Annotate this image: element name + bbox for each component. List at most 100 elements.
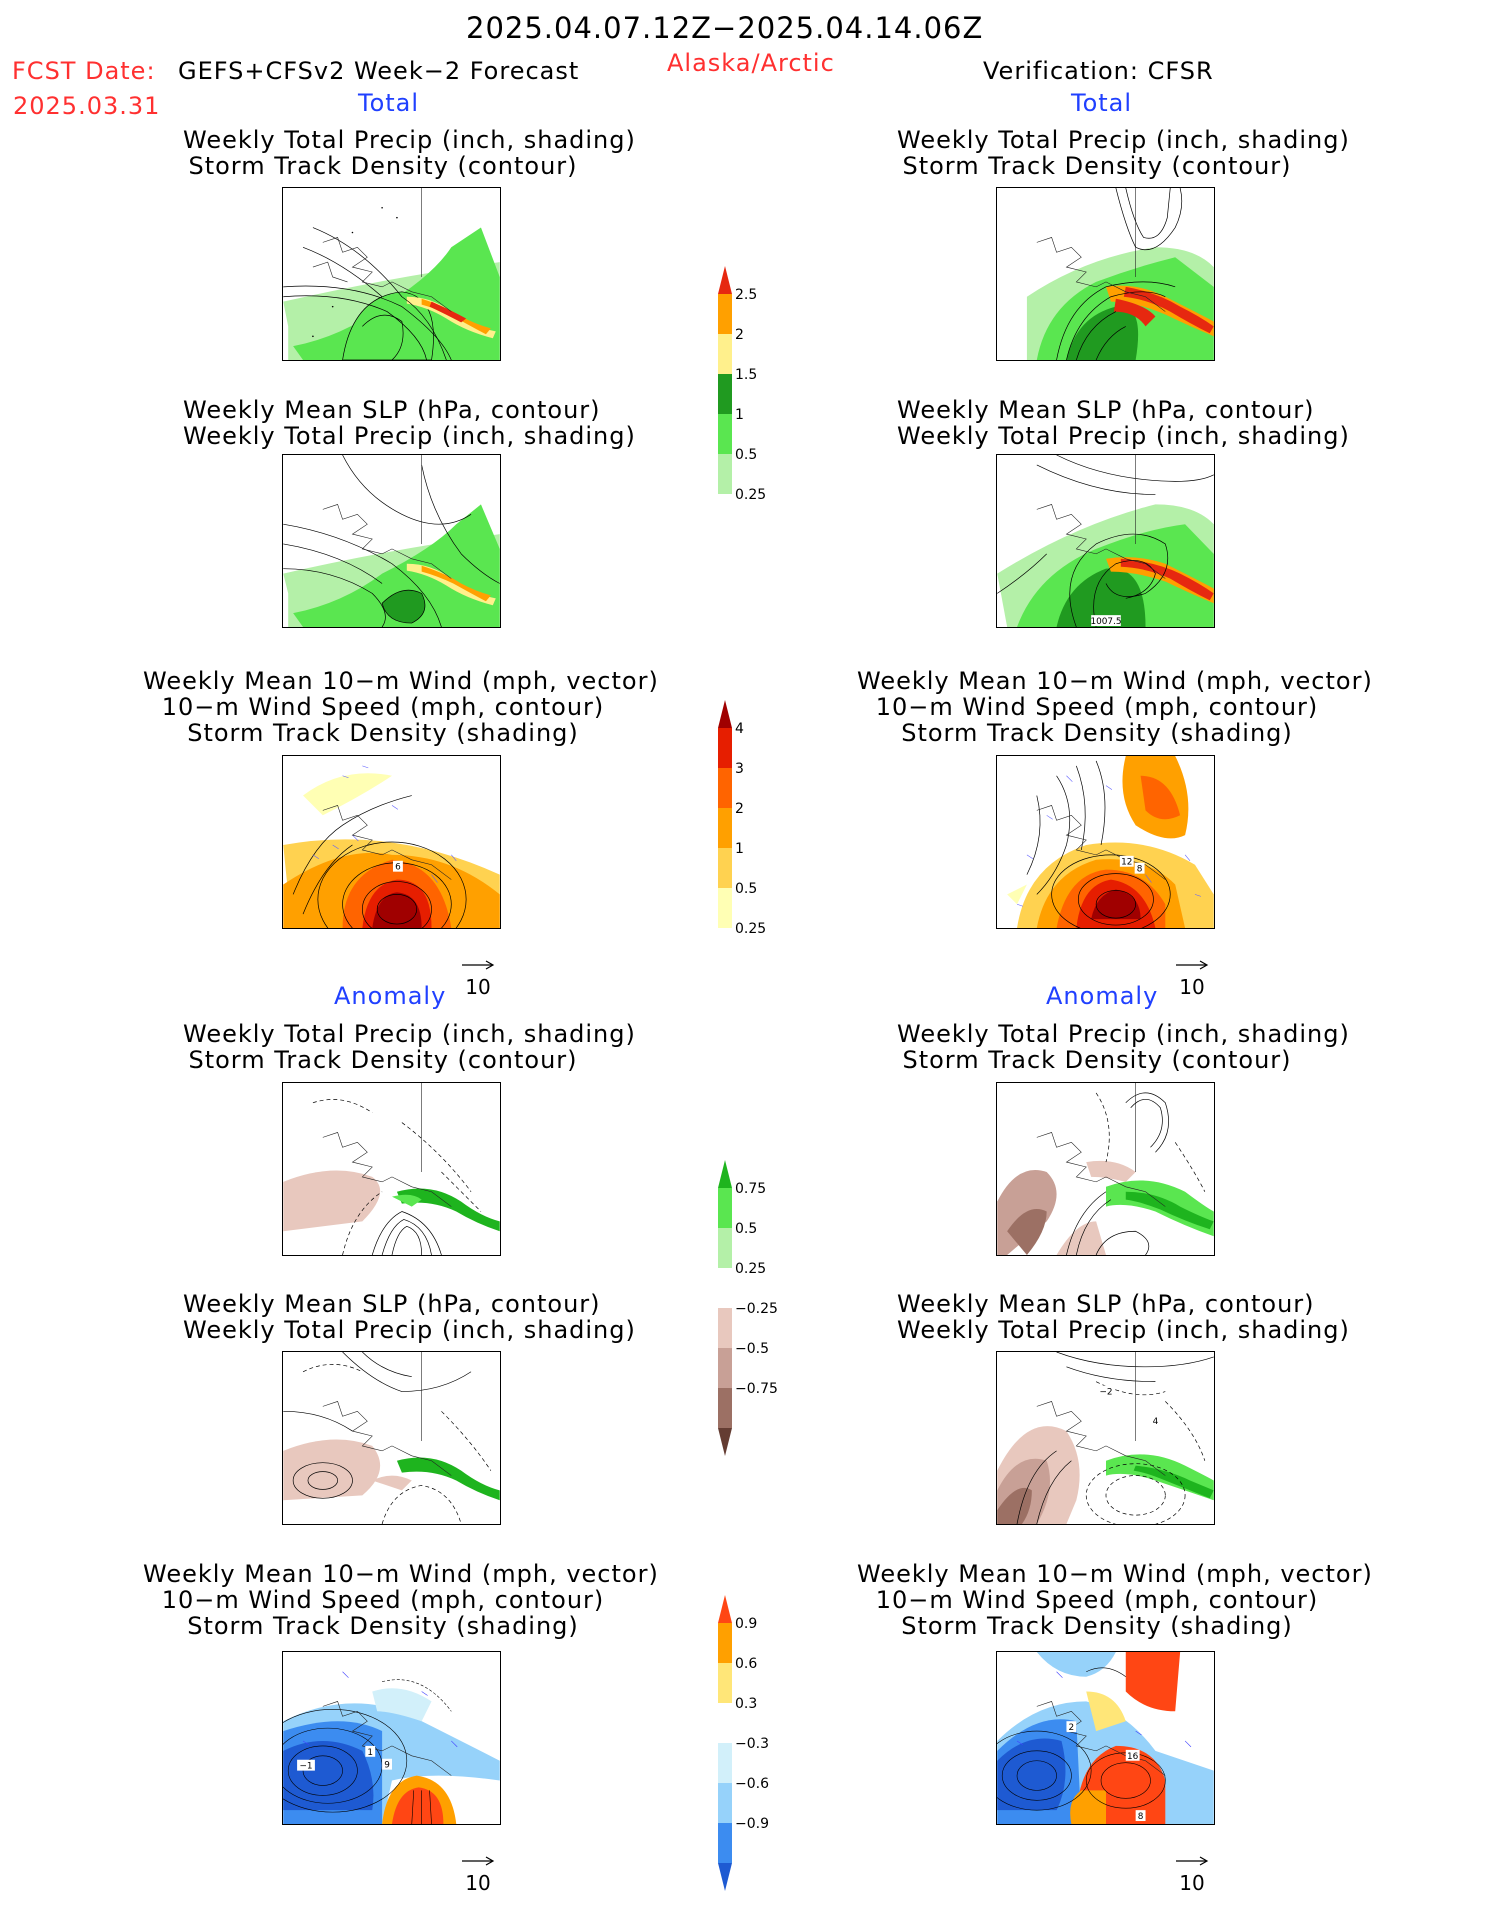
title-total-precip-left: Weekly Total Precip (inch, shading) Stor… (183, 127, 635, 179)
colorbar-tick-label: −0.25 (735, 1301, 778, 1317)
colorbar-svg: 2.5 2 1.5 1 0.5 0.25 (718, 266, 766, 522)
map-total-wind-right: 12 8 (996, 755, 1215, 929)
colorbar-tick-label: −0.6 (735, 1776, 769, 1792)
map-anom-wind-right: 2 16 8 (996, 1651, 1215, 1825)
colorbar-tick-label: 0.5 (735, 447, 757, 463)
colorbar-storm-anom: 0.9 0.6 0.3 −0.3 −0.6 −0.9 (718, 1595, 798, 1891)
title-line: Weekly Total Precip (inch, shading) (897, 126, 1350, 154)
colorbar-segment (718, 374, 732, 414)
title-line: 10−m Wind Speed (mph, contour) (161, 1586, 605, 1614)
map-anom-slp-right: −2 4 (996, 1351, 1215, 1525)
verification-label: Verification: CFSR (983, 57, 1214, 85)
vector-ref-label: 10 (465, 975, 491, 999)
colorbar-tick-label: 2 (735, 801, 744, 817)
arrow-right-icon (462, 1856, 495, 1866)
colorbar-tick-label: −0.5 (735, 1341, 769, 1357)
title-line: 10−m Wind Speed (mph, contour) (875, 1586, 1319, 1614)
map-svg (1026, 188, 1214, 360)
valid-range-title: 2025.04.07.12Z−2025.04.14.06Z (466, 11, 984, 45)
title-line: Weekly Mean SLP (hPa, contour) (897, 396, 1315, 424)
colorbar-tick-label: −0.3 (735, 1736, 769, 1752)
vector-ref-label: 10 (1179, 1871, 1205, 1895)
map-svg: −1 1 9 (283, 1671, 500, 1824)
title-line: Weekly Mean SLP (hPa, contour) (183, 396, 601, 424)
colorbar-segment (718, 1188, 732, 1228)
title-anom-slp-left: Weekly Mean SLP (hPa, contour) Weekly To… (183, 1291, 636, 1344)
colorbar-segment (718, 1823, 732, 1863)
title-line: Weekly Mean SLP (hPa, contour) (897, 1290, 1315, 1318)
contour-label: 9 (384, 1761, 390, 1771)
title-line: Storm Track Density (shading) (901, 1612, 1293, 1640)
arrow-right-icon (1176, 1856, 1209, 1866)
colorbar-tick-label: 1 (735, 841, 744, 857)
colorbar-segment (718, 1663, 732, 1703)
colorbar-segment (718, 1388, 732, 1428)
colorbar-segment (718, 1863, 732, 1891)
colorbar-segment (718, 1268, 732, 1308)
title-line: Weekly Total Precip (inch, shading) (897, 1020, 1350, 1048)
vector-ref-anom-left: 10 (458, 1847, 498, 1895)
arrow-right-icon (1176, 960, 1209, 970)
colorbar-segment (718, 1743, 732, 1783)
contour-label: 1007.5 (1090, 617, 1121, 627)
contour-label: −1 (299, 1762, 312, 1772)
fcst-date: 2025.03.31 (13, 92, 161, 120)
colorbar-tick-label: 0.25 (735, 921, 766, 937)
title-line: Storm Track Density (shading) (187, 719, 579, 747)
contour-label: 6 (395, 863, 401, 873)
title-line: Weekly Total Precip (inch, shading) (897, 422, 1350, 450)
map-svg (283, 188, 500, 360)
colorbar-segment (718, 928, 732, 956)
colorbar-segment (718, 266, 732, 294)
title-line: Weekly Mean 10−m Wind (mph, vector) (857, 667, 1373, 695)
title-line: Weekly Total Precip (inch, shading) (183, 1316, 636, 1344)
map-total-precip-right (996, 187, 1215, 361)
colorbar-tick-label: 3 (735, 761, 744, 777)
colorbar-tick-label: 0.5 (735, 1221, 757, 1237)
title-line: Weekly Total Precip (inch, shading) (183, 422, 636, 450)
colorbar-tick-label: −0.9 (735, 1816, 769, 1832)
map-svg: 12 8 (1007, 756, 1214, 928)
title-anom-wind-left: Weekly Mean 10−m Wind (mph, vector) 10−m… (143, 1561, 658, 1640)
title-anom-precip-right: Weekly Total Precip (inch, shading) Stor… (897, 1020, 1350, 1073)
colorbar-tick-label: 2.5 (735, 287, 757, 303)
colorbar-tick-label: 0.25 (735, 487, 766, 503)
region-label: Alaska/Arctic (667, 49, 835, 77)
title-total-precip-right: Weekly Total Precip (inch, shading) Stor… (897, 126, 1350, 179)
contour-label: 4 (1153, 1417, 1159, 1427)
section-anomaly-right: Anomaly (1046, 982, 1159, 1010)
colorbar-svg: 0.75 0.5 0.25 −0.25 −0.5 −0.75 (718, 1160, 778, 1456)
section-total-right: Total (1071, 89, 1133, 117)
title-total-slp-left: Weekly Mean SLP (hPa, contour) Weekly To… (183, 396, 636, 450)
contour-label: 12 (1121, 858, 1132, 868)
colorbar-storm-total: 4 3 2 1 0.5 0.25 (718, 700, 798, 956)
contour-label: 16 (1127, 1752, 1139, 1762)
colorbar-segment (718, 1160, 732, 1188)
vector-ref-label: 10 (465, 1871, 491, 1895)
title-line: Storm Track Density (shading) (901, 719, 1293, 747)
colorbar-tick-label: 1 (735, 407, 744, 423)
colorbar-tick-label: 1.5 (735, 367, 757, 383)
colorbar-tick-label: 0.75 (735, 1181, 766, 1197)
map-svg: 1007.5 (997, 455, 1214, 627)
map-total-slp-right: 1007.5 (996, 454, 1215, 628)
title-line: Weekly Total Precip (inch, shading) (897, 1316, 1350, 1344)
title-total-slp-right: Weekly Mean SLP (hPa, contour) Weekly To… (897, 396, 1350, 450)
vector-ref-total-left: 10 (458, 951, 498, 999)
title-line: Storm Track Density (shading) (187, 1612, 579, 1640)
map-svg: 6 (283, 765, 500, 928)
section-anomaly-left: Anomaly (334, 982, 447, 1010)
colorbar-segment (718, 728, 732, 768)
title-line: Storm Track Density (contour) (188, 1046, 578, 1074)
colorbar-tick-label: −0.75 (735, 1381, 778, 1397)
colorbar-precip-anom: 0.75 0.5 0.25 −0.25 −0.5 −0.75 (718, 1160, 798, 1456)
map-svg (283, 1083, 500, 1255)
title-line: Weekly Mean 10−m Wind (mph, vector) (857, 1560, 1373, 1588)
colorbar-segment (718, 414, 732, 454)
colorbar-segment (718, 1783, 732, 1823)
title-line: 10−m Wind Speed (mph, contour) (161, 693, 605, 721)
title-total-wind-right: Weekly Mean 10−m Wind (mph, vector) 10−m… (857, 667, 1373, 747)
map-total-wind-left: 6 (282, 755, 501, 929)
colorbar-segment (718, 768, 732, 808)
section-total-left: Total (358, 89, 420, 117)
